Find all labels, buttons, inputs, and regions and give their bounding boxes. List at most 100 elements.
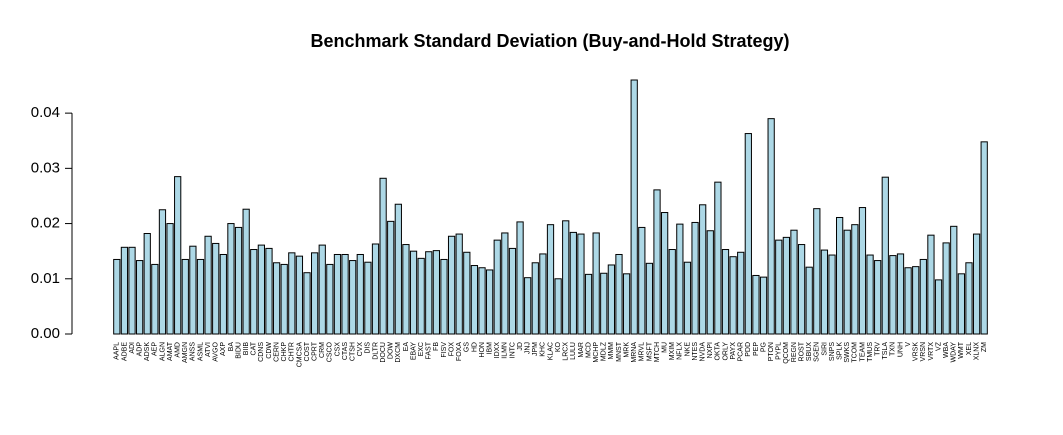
x-tick-label: ADP <box>136 342 143 357</box>
x-tick-label: KO <box>555 341 562 352</box>
y-tick-label: 0.02 <box>31 215 60 232</box>
bar <box>653 189 661 335</box>
x-tick-label: JNJ <box>525 342 532 354</box>
bar <box>874 260 882 335</box>
bar <box>508 247 517 335</box>
bar <box>272 262 281 335</box>
bar <box>524 277 532 335</box>
x-tick-label: CHKP <box>281 342 288 362</box>
bar <box>950 225 958 335</box>
x-tick-label: ADI <box>129 342 136 354</box>
x-tick-label: VZ <box>935 341 942 351</box>
bar <box>858 207 867 335</box>
x-tick-label: CAT <box>251 341 258 355</box>
x-tick-label: BA <box>228 342 235 352</box>
bar <box>311 252 319 335</box>
x-tick-label: TMUS <box>867 342 874 362</box>
x-tick-label: VRTX <box>928 342 935 361</box>
x-tick-label: PYPL <box>776 342 783 360</box>
bar <box>904 267 912 335</box>
bar <box>889 255 897 335</box>
bar <box>622 273 631 335</box>
bar <box>881 176 889 335</box>
x-tick-label: SGEN <box>814 342 821 362</box>
x-tick-label: DXCM <box>395 342 402 363</box>
x-tick-label: COST <box>304 341 311 361</box>
bar <box>661 212 669 335</box>
bar <box>394 203 402 335</box>
bar <box>752 274 760 335</box>
y-tick-label: 0.04 <box>31 104 60 121</box>
bar <box>478 267 486 335</box>
bar <box>531 262 539 335</box>
x-tick-label: AMD <box>175 342 182 358</box>
x-tick-label: NVDA <box>700 342 707 362</box>
x-tick-label: PG <box>760 342 767 352</box>
bar <box>326 263 334 335</box>
bar <box>219 253 227 335</box>
bar <box>851 224 859 335</box>
x-tick-label: XLNX <box>973 342 980 361</box>
y-tick-label: 0.03 <box>31 159 60 176</box>
x-tick-label: FAST <box>426 341 433 359</box>
x-tick-label: ATVI <box>205 342 212 357</box>
bar <box>189 245 197 335</box>
bar <box>501 232 509 335</box>
bar <box>280 263 288 335</box>
bar <box>562 220 570 335</box>
bar <box>759 276 768 335</box>
bar <box>288 252 296 335</box>
bar <box>242 208 250 335</box>
y-tick-label: 0.01 <box>31 270 60 287</box>
x-tick-label: CVX <box>357 342 364 357</box>
x-tick-label: V <box>905 342 912 347</box>
x-tick-label: FOXA <box>456 342 463 361</box>
x-tick-label: ANSS <box>190 342 197 361</box>
bar <box>455 233 463 335</box>
x-tick-label: LULU <box>570 342 577 360</box>
bar <box>333 253 342 335</box>
x-tick-label: MCD <box>585 342 592 358</box>
bar <box>349 260 357 335</box>
bar <box>729 256 737 335</box>
bar <box>425 251 433 335</box>
x-tick-label: MNST <box>616 341 623 362</box>
bar <box>166 223 174 335</box>
bar <box>600 272 608 335</box>
x-tick-label: DLTR <box>372 342 379 360</box>
bar <box>212 242 220 335</box>
x-tick-label: NTES <box>692 342 699 361</box>
x-tick-label: CDNS <box>258 342 265 362</box>
x-tick-label: EA <box>403 342 410 352</box>
bar <box>577 233 585 335</box>
bar <box>699 204 707 335</box>
bar <box>486 269 494 335</box>
bar <box>797 244 806 335</box>
bar <box>934 279 943 335</box>
bar <box>607 264 615 335</box>
bar <box>318 244 326 335</box>
x-tick-label: VRSN <box>920 342 927 361</box>
y-tick-label: 0.00 <box>31 325 60 342</box>
x-tick-label: FISV <box>441 342 448 358</box>
x-tick-label: DIS <box>365 342 372 354</box>
bar <box>866 254 874 335</box>
bar <box>957 273 965 335</box>
bar <box>668 249 676 335</box>
x-tick-label: WDAY <box>951 342 958 363</box>
bar <box>767 118 775 335</box>
x-tick-label: SNPS <box>829 342 836 361</box>
bar <box>303 272 311 335</box>
x-tick-label: ADBE <box>121 342 128 361</box>
bar <box>721 249 730 335</box>
bar <box>820 249 829 335</box>
bar <box>128 246 136 335</box>
bar <box>805 266 813 335</box>
bar <box>470 265 479 335</box>
x-tick-label: EXC <box>418 342 425 356</box>
bar <box>615 253 623 335</box>
x-tick-label: EBAY <box>410 342 417 360</box>
bar <box>737 251 745 335</box>
bar <box>379 177 387 335</box>
